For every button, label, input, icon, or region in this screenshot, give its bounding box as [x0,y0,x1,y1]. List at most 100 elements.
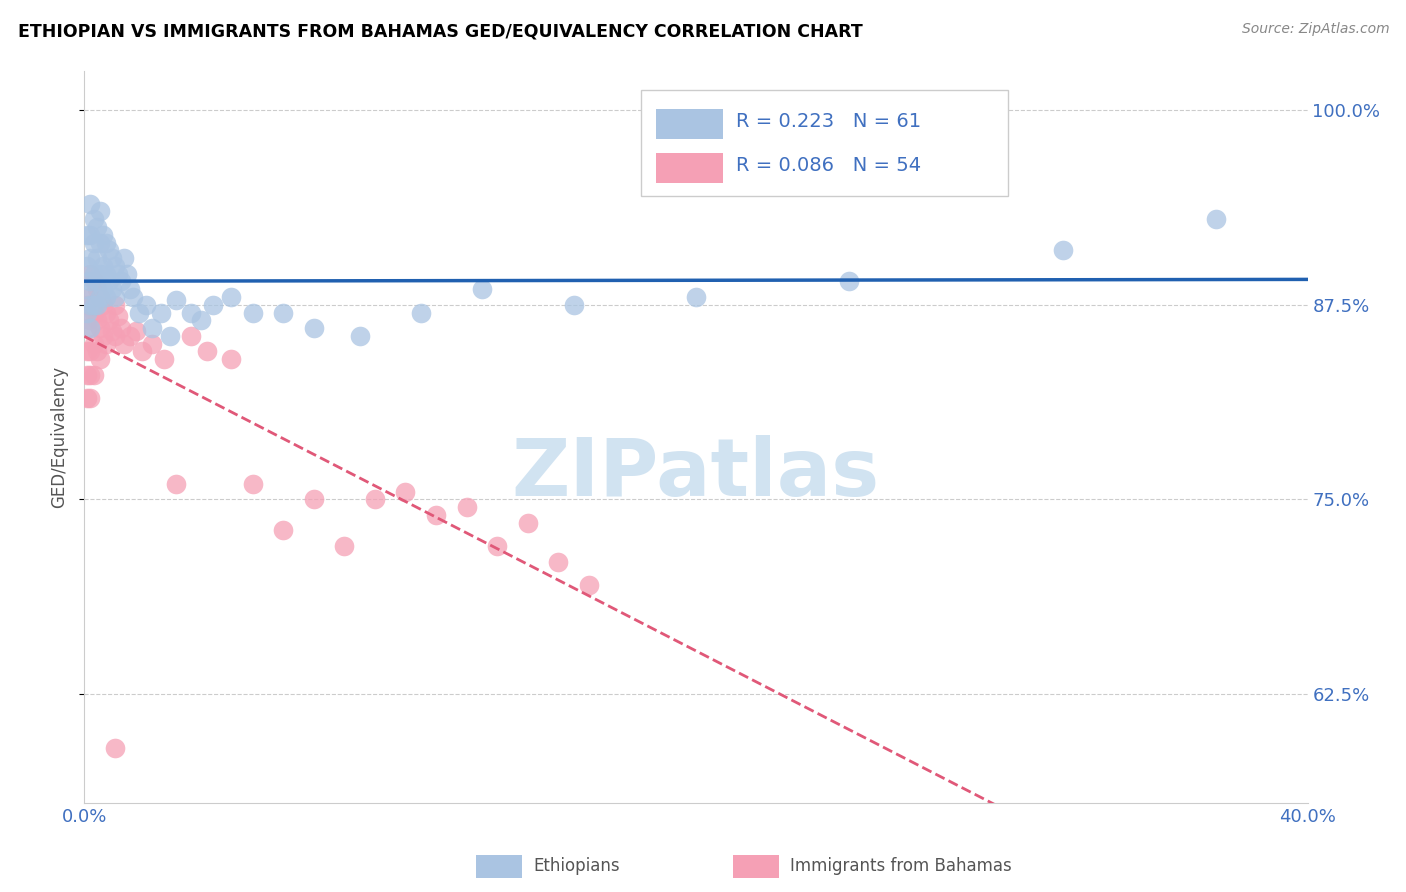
Point [89,267,111,281]
Text: ZIPatlas: ZIPatlas [512,434,880,513]
Point [471,282,494,296]
FancyBboxPatch shape [655,153,723,183]
Point [271,305,294,319]
Point [86,344,108,359]
Point [242,476,264,491]
Point [685,290,707,304]
Point [115,267,138,281]
Point [101,324,124,338]
Point [79,267,101,281]
Point [89,321,111,335]
Point [86,219,108,234]
Point [89,204,111,219]
Point [86,313,108,327]
Point [122,290,145,304]
Point [83,305,105,319]
Point [547,555,569,569]
Point [91,259,114,273]
Y-axis label: GED/Equivalency: GED/Equivalency [51,366,69,508]
Text: ETHIOPIAN VS IMMIGRANTS FROM BAHAMAS GED/EQUIVALENCY CORRELATION CHART: ETHIOPIAN VS IMMIGRANTS FROM BAHAMAS GED… [18,22,863,40]
Point [302,492,325,507]
Point [141,321,163,335]
Point [89,352,111,367]
Point [76,344,98,359]
FancyBboxPatch shape [641,90,1008,195]
Point [91,282,114,296]
Point [149,305,172,319]
Point [89,290,111,304]
Point [394,484,416,499]
Point [195,344,218,359]
Point [94,305,117,319]
Point [83,235,105,250]
Point [86,298,108,312]
Point [86,251,108,265]
Point [349,329,371,343]
Point [79,290,101,304]
Point [107,267,129,281]
Point [83,368,105,382]
Point [135,298,157,312]
Point [516,516,538,530]
Point [97,313,120,327]
Point [141,336,163,351]
FancyBboxPatch shape [733,855,779,878]
Point [79,275,101,289]
Point [94,235,117,250]
Point [456,500,478,515]
Point [219,290,242,304]
FancyBboxPatch shape [475,855,522,878]
Point [838,275,860,289]
Point [86,282,108,296]
Point [1205,212,1227,227]
Point [271,524,294,538]
Point [101,251,124,265]
Text: Immigrants from Bahamas: Immigrants from Bahamas [790,857,1012,875]
Point [79,251,101,265]
Point [76,282,98,296]
Point [79,344,101,359]
Point [112,336,135,351]
Text: R = 0.223   N = 61: R = 0.223 N = 61 [737,112,921,131]
Point [83,336,105,351]
Point [91,227,114,242]
Point [159,329,181,343]
Point [89,290,111,304]
Point [89,235,111,250]
Point [97,275,120,289]
Point [76,321,98,335]
Point [201,298,224,312]
Point [165,293,187,307]
Point [76,259,98,273]
Point [120,282,142,296]
Point [128,305,150,319]
Point [242,305,264,319]
Point [94,267,117,281]
Point [79,313,101,327]
Point [79,321,101,335]
Point [112,251,135,265]
Point [364,492,387,507]
Point [101,282,124,296]
Point [83,267,105,281]
Text: R = 0.086   N = 54: R = 0.086 N = 54 [737,156,921,175]
Point [79,298,101,312]
Point [79,368,101,382]
Point [83,275,105,289]
Point [76,368,98,382]
Point [86,275,108,289]
Point [562,298,585,312]
Point [165,476,187,491]
Point [425,508,447,522]
Point [131,344,153,359]
Point [1052,244,1074,258]
Point [104,298,127,312]
Point [219,352,242,367]
Point [91,298,114,312]
Point [79,227,101,242]
Text: Ethiopians: Ethiopians [533,857,620,875]
Point [110,275,132,289]
Point [190,313,212,327]
Point [333,539,356,553]
Text: Source: ZipAtlas.com: Source: ZipAtlas.com [1241,22,1389,37]
